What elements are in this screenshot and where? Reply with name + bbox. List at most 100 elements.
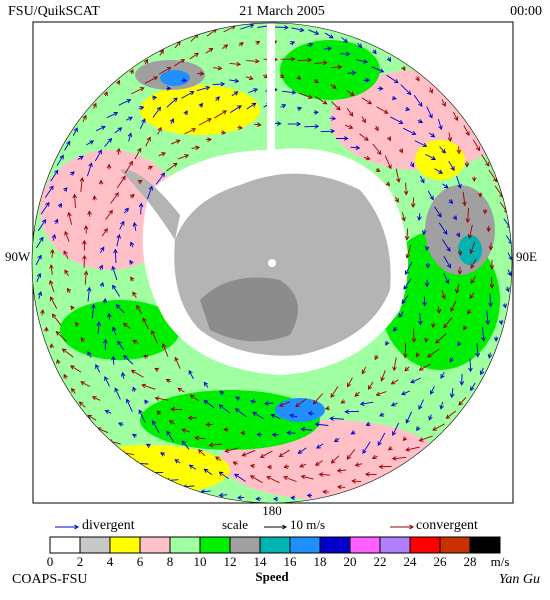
wind-arrow <box>249 399 257 404</box>
wind-arrow <box>465 208 471 224</box>
wind-arrow <box>361 97 373 105</box>
wind-arrow <box>417 118 424 124</box>
wind-arrow <box>295 398 307 408</box>
wind-arrow <box>365 421 371 426</box>
wind-arrow <box>296 75 302 80</box>
wind-arrow <box>63 250 69 259</box>
wind-arrow <box>70 365 82 373</box>
wind-arrow <box>92 195 97 201</box>
wind-arrow <box>154 396 169 401</box>
wind-arrow <box>278 449 290 458</box>
wind-arrow <box>289 413 298 419</box>
wind-arrow <box>330 386 339 398</box>
wind-arrow <box>132 339 139 345</box>
wind-arrow <box>424 337 429 343</box>
wind-arrow <box>255 40 261 46</box>
wind-arrow <box>411 328 417 343</box>
wind-arrow <box>95 363 101 373</box>
pole <box>268 259 276 267</box>
colorbar-box <box>49 536 81 554</box>
wind-arrow <box>367 381 374 390</box>
wind-arrow <box>169 118 174 125</box>
wind-arrow <box>410 197 416 208</box>
wind-arrow <box>322 489 329 495</box>
wind-arrow <box>405 411 413 424</box>
wind-arrow <box>112 326 117 336</box>
wind-arrow <box>86 286 92 302</box>
wind-arrow <box>82 239 87 251</box>
wind-arrow <box>405 446 420 452</box>
wind-arrow <box>427 348 440 358</box>
wind-arrow <box>282 90 297 95</box>
wind-arrow <box>181 91 195 99</box>
wind-arrow <box>106 163 112 170</box>
wind-arrow <box>49 264 54 275</box>
wind-arrow <box>166 430 175 442</box>
wind-arrow <box>241 449 256 457</box>
wind-arrow <box>297 57 313 63</box>
wind-arrow <box>502 303 507 309</box>
wind-arrow <box>50 296 58 309</box>
wind-arrow <box>96 321 102 335</box>
wind-arrow <box>418 399 424 410</box>
wind-arrow <box>125 398 133 412</box>
wind-arrow <box>333 437 340 443</box>
wind-arrow <box>80 337 85 343</box>
wind-arrow <box>77 155 84 160</box>
wind-arrow <box>229 61 242 67</box>
wind-arrow <box>221 130 227 135</box>
wind-arrow <box>401 390 410 396</box>
map-edge <box>31 22 513 504</box>
wind-arrow <box>357 42 363 49</box>
wind-arrow <box>391 95 397 101</box>
wind-arrow <box>158 152 167 157</box>
wind-arrow <box>467 224 473 239</box>
wind-arrow <box>425 153 437 160</box>
wind-arrow <box>40 201 50 215</box>
wind-arrow <box>505 286 510 293</box>
wind-arrow <box>271 432 279 438</box>
wind-arrow <box>91 303 96 319</box>
wind-arrow <box>138 202 144 215</box>
wind-arrow <box>330 83 337 89</box>
wind-arrow <box>67 211 73 225</box>
wind-arrow <box>350 145 361 150</box>
wind-arrow <box>142 317 149 330</box>
wind-arrow <box>203 468 213 476</box>
colorbar-tick: 2 <box>77 554 84 569</box>
colorbar-tick: 28 <box>464 554 477 569</box>
wind-arrow <box>98 264 103 270</box>
wind-arrow <box>137 180 143 185</box>
wind-arrow <box>443 272 450 285</box>
wind-arrow <box>374 125 379 132</box>
wind-arrow <box>54 218 59 225</box>
wind-arrow <box>111 265 118 280</box>
wind-arrow <box>105 209 113 220</box>
wind-arrow <box>134 147 142 160</box>
wind-arrow <box>417 312 423 326</box>
wind-arrow <box>291 27 305 33</box>
wind-arrow <box>116 175 126 189</box>
wind-arrow <box>385 181 391 187</box>
wind-arrow <box>430 386 435 395</box>
wind-arrow <box>341 37 348 43</box>
wind-vectors <box>35 23 512 502</box>
colorbar-tick: 12 <box>224 554 237 569</box>
wind-arrow <box>361 116 366 124</box>
wind-arrow <box>346 90 355 96</box>
wind-arrow <box>482 209 488 215</box>
wind-arrow <box>344 124 354 130</box>
patch <box>425 185 495 275</box>
wind-arrow <box>104 137 113 147</box>
colorbar-box <box>79 536 111 554</box>
wind-arrow <box>362 77 371 83</box>
wind-arrow <box>359 133 369 141</box>
wind-arrow <box>434 168 444 174</box>
wind-arrow <box>434 206 442 218</box>
wind-arrow <box>224 447 239 453</box>
wind-arrow <box>131 433 137 438</box>
wind-arrow <box>229 78 240 84</box>
wind-arrow <box>35 254 42 266</box>
wind-arrow <box>194 435 206 441</box>
wind-arrow <box>372 49 377 55</box>
